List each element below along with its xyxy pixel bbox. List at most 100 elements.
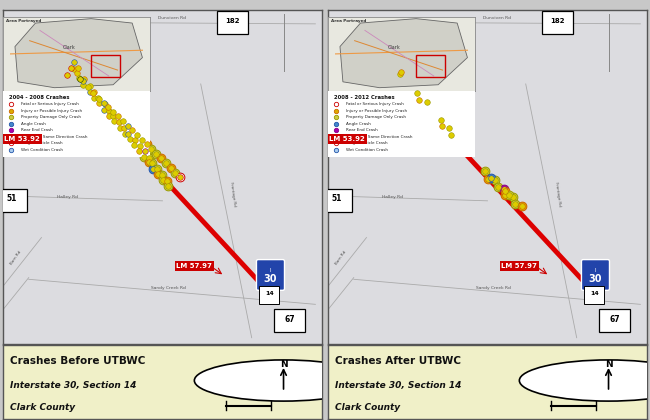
Point [153,171,164,178]
Point [144,155,154,162]
Point [510,200,520,207]
Point [127,126,138,133]
Point [151,151,161,158]
Text: Clark County: Clark County [10,402,75,412]
Text: Sandy Creek Rd: Sandy Creek Rd [476,286,512,290]
Point [395,71,406,78]
Point [87,89,98,96]
Point [88,89,99,95]
Point [103,104,114,110]
Point [158,177,168,184]
Point [75,76,85,83]
Point [136,136,147,143]
Point [94,95,104,102]
Point [396,69,406,76]
Point [483,175,493,182]
Text: Interstate 30, Section 14: Interstate 30, Section 14 [10,381,136,389]
Point [480,168,491,175]
Point [84,88,95,95]
Point [396,69,406,76]
Point [118,117,128,124]
Point [437,123,448,129]
FancyBboxPatch shape [320,189,352,212]
Point [94,100,105,107]
Text: Halley Rd: Halley Rd [382,195,404,200]
Point [132,131,142,138]
Text: N: N [280,360,287,369]
Point [444,124,454,131]
Point [83,84,93,91]
Point [139,148,150,155]
Point [73,75,84,81]
Point [120,130,130,137]
Point [480,168,491,175]
Point [161,177,172,184]
Point [144,159,154,166]
Point [445,131,456,138]
Point [78,82,88,89]
Point [486,175,496,182]
Point [144,159,154,166]
Text: 30: 30 [263,274,277,284]
Point [113,113,124,120]
Point [157,171,167,178]
Point [69,58,79,65]
Circle shape [194,360,372,401]
Point [107,113,118,120]
Point [504,192,514,198]
Text: LM 53.92: LM 53.92 [5,136,40,142]
Point [119,124,129,131]
Point [130,137,140,144]
Point [89,94,99,101]
Text: I: I [594,268,596,273]
Point [175,174,185,181]
Point [93,94,103,101]
FancyBboxPatch shape [216,11,248,34]
Point [517,202,527,209]
Point [151,151,161,158]
Text: Frontage Rd: Frontage Rd [554,181,562,207]
Point [436,117,446,123]
Point [499,186,509,192]
Text: Clark County: Clark County [335,402,400,412]
Point [414,97,424,103]
Point [136,136,147,143]
FancyBboxPatch shape [259,286,279,304]
Point [135,142,145,149]
Text: Interstate 30, Section 14: Interstate 30, Section 14 [335,381,461,389]
Text: Frontage Rd: Frontage Rd [229,181,237,207]
Text: Halley Rd: Halley Rd [57,195,79,200]
Point [148,160,158,166]
Point [508,194,518,200]
Point [72,70,83,76]
Point [85,83,96,90]
Point [104,108,114,115]
FancyBboxPatch shape [274,309,305,332]
Point [129,142,140,149]
Text: LM 57.97: LM 57.97 [501,263,538,269]
Point [395,71,406,78]
Point [412,90,423,97]
Point [88,89,99,95]
Point [83,84,93,91]
Point [94,100,105,107]
Point [120,130,130,137]
Point [161,160,171,166]
Point [142,141,152,147]
Text: N: N [604,360,612,369]
Point [109,118,119,125]
Point [517,202,527,209]
Point [162,182,173,189]
Point [93,94,103,101]
Point [73,65,83,71]
Text: 182: 182 [226,18,240,24]
Point [99,101,110,108]
Text: 51: 51 [6,194,16,203]
FancyBboxPatch shape [0,189,27,212]
Circle shape [519,360,650,401]
Point [108,108,118,115]
Point [157,171,167,178]
Point [66,65,76,72]
Point [492,184,502,190]
Text: 14: 14 [265,291,274,296]
